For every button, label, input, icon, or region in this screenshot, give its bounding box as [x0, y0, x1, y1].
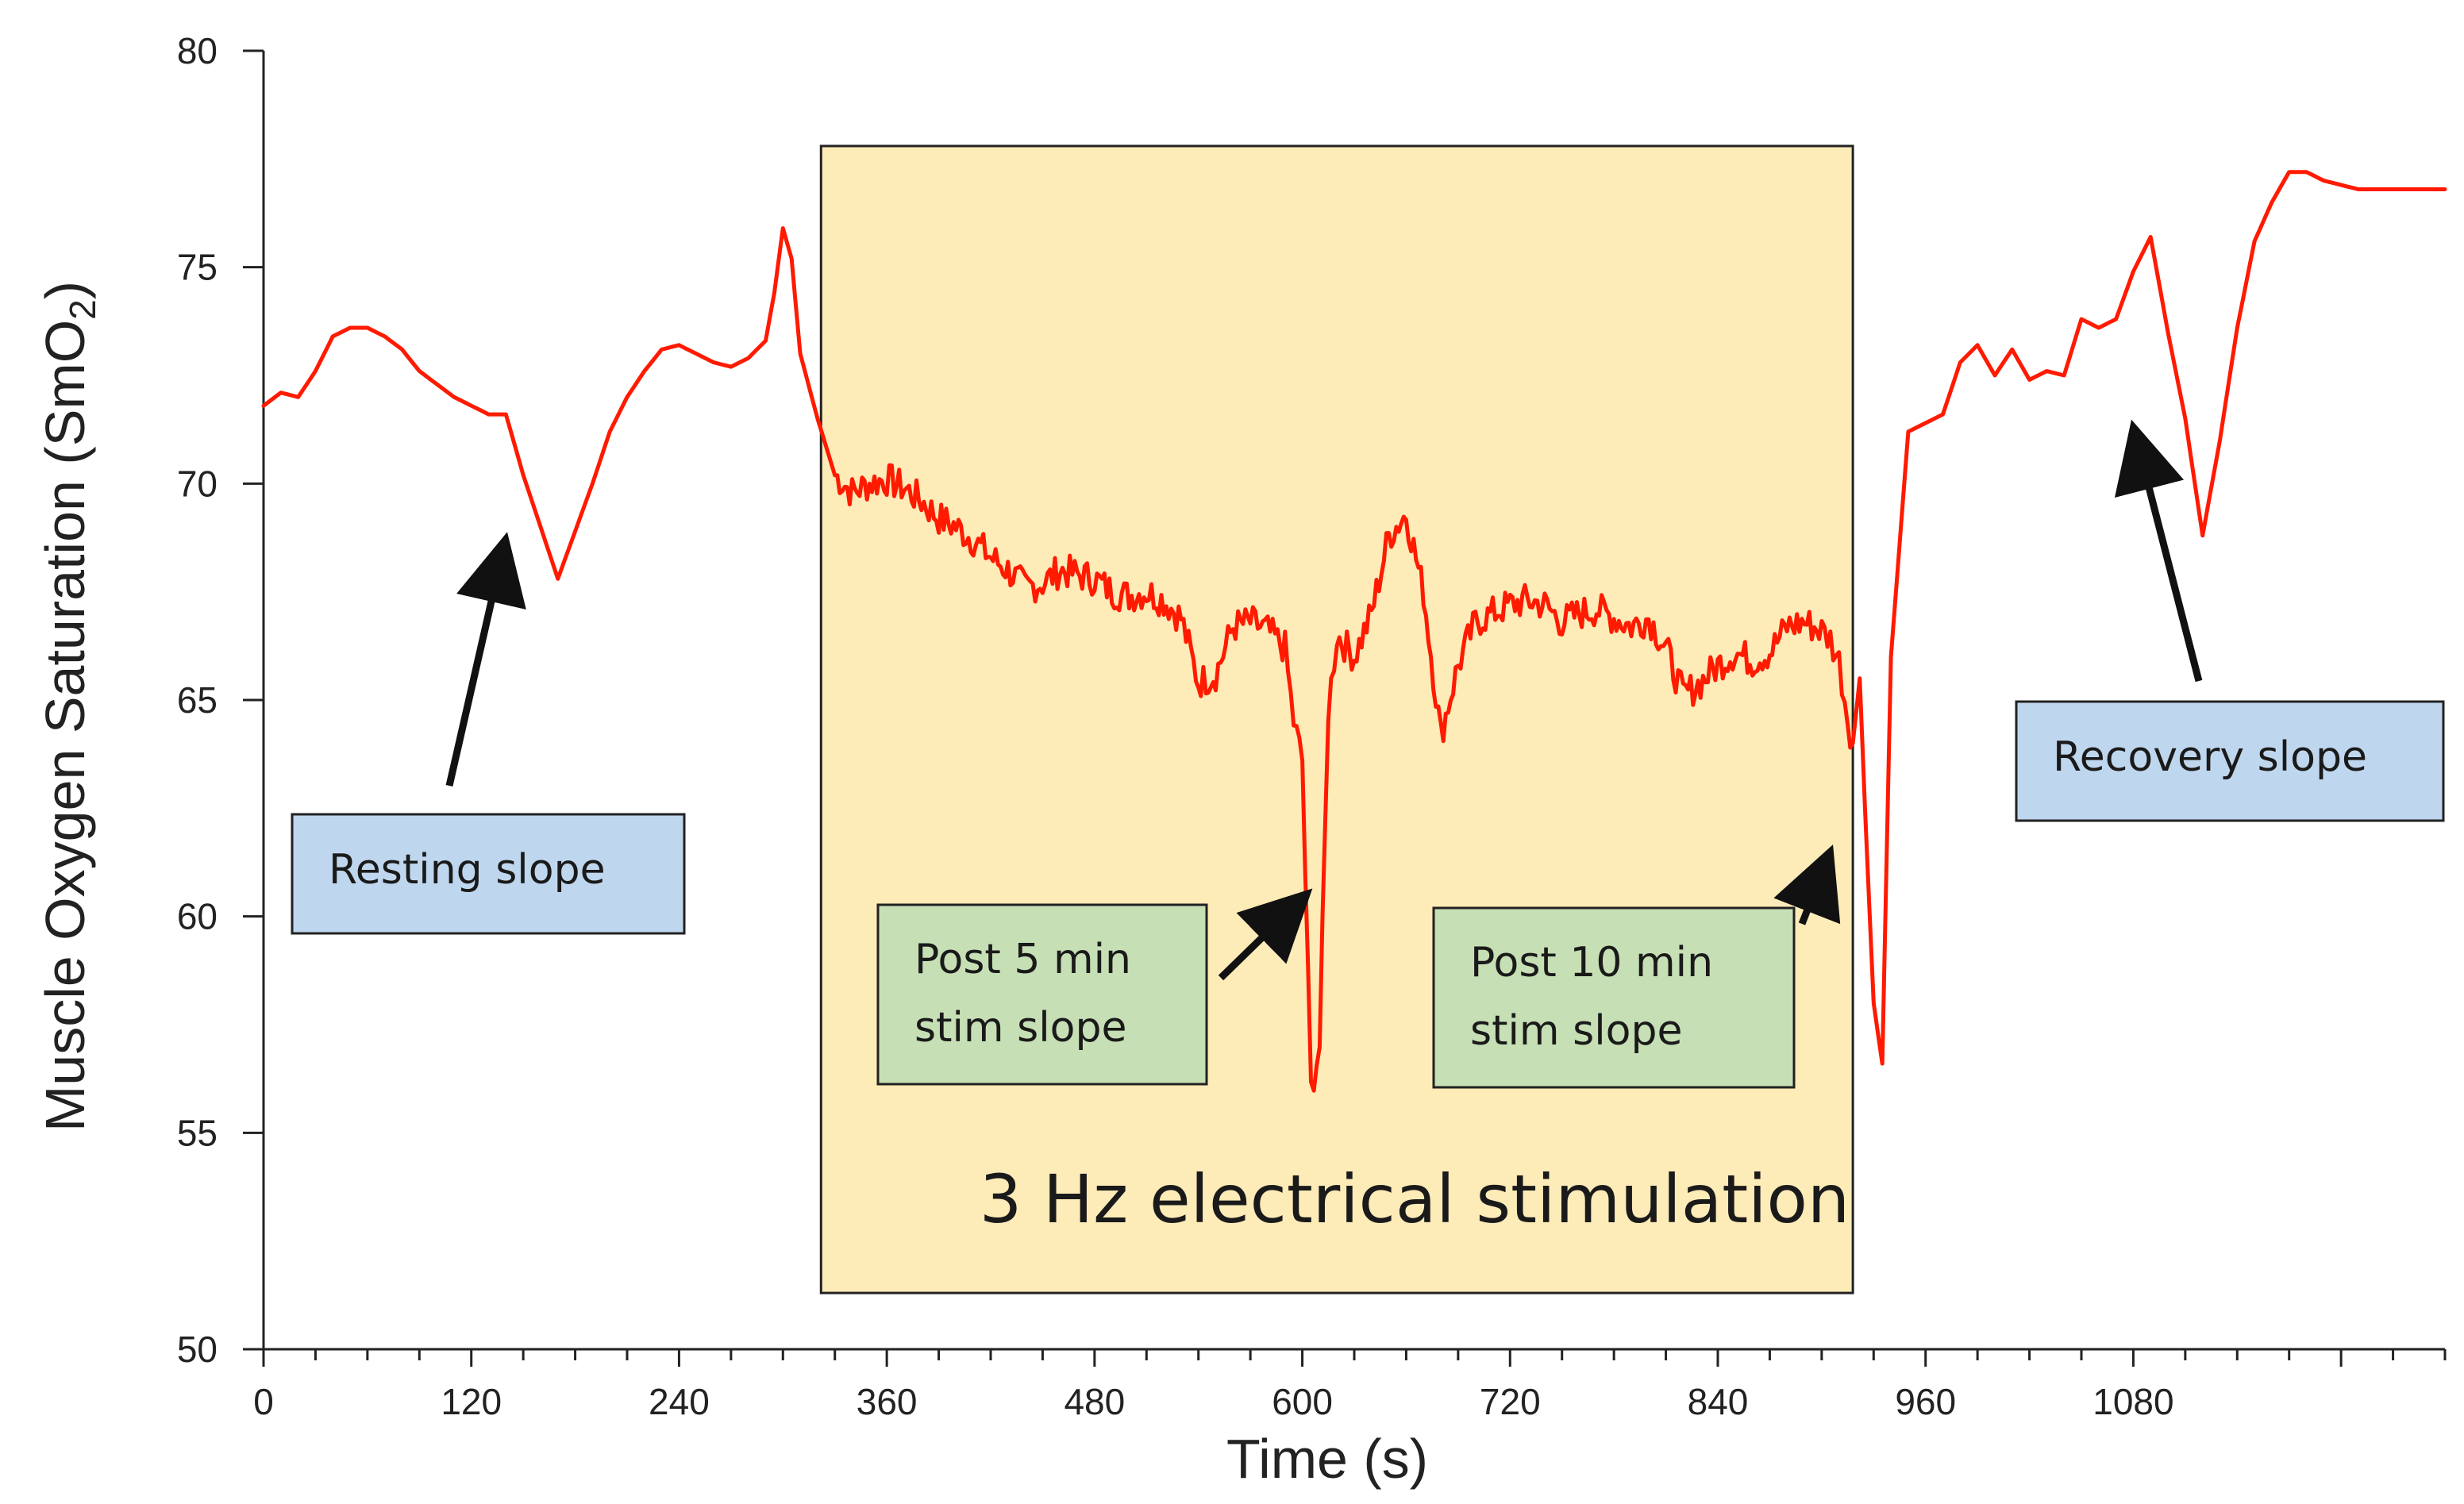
annotation-recovery-text: Recovery slope — [2053, 733, 2367, 781]
stimulation-label: 3 Hz electrical stimulation — [980, 1160, 1850, 1238]
x-tick-label: 120 — [441, 1381, 502, 1422]
x-tick-label: 600 — [1272, 1381, 1333, 1422]
y-tick-label: 55 — [177, 1112, 218, 1153]
x-tick-label: 360 — [857, 1381, 918, 1422]
y-tick-label: 80 — [177, 30, 218, 71]
annotation-post10-arrow — [1773, 844, 1841, 925]
y-tick-label: 65 — [177, 679, 218, 721]
y-tick-label: 50 — [177, 1329, 218, 1370]
annotation-post5-box — [876, 903, 1208, 1086]
x-tick-label: 840 — [1688, 1381, 1749, 1422]
annotation-resting-arrow — [445, 532, 526, 787]
x-tick-label: 960 — [1895, 1381, 1956, 1422]
x-axis-label: Time (s) — [1226, 1428, 1428, 1490]
annotation-post10-box — [1432, 906, 1796, 1089]
x-tick-label: 480 — [1064, 1381, 1125, 1422]
y-tick-label: 75 — [177, 247, 218, 288]
annotation-resting-text: Resting slope — [329, 846, 606, 894]
x-tick-label: 720 — [1480, 1381, 1541, 1422]
y-axis-label-main: Muscle Oxygen Saturation (SmO — [34, 320, 96, 1132]
stimulation-region — [819, 144, 1854, 1294]
annotation-post10-text-line2: stim slope — [1470, 1007, 1682, 1055]
annotation-recovery-arrow — [2114, 419, 2203, 683]
annotation-recovery: Recovery slope — [2015, 419, 2445, 822]
annotation-post5: Post 5 min stim slope — [876, 888, 1313, 1086]
annotation-post5-arrow — [1218, 888, 1313, 981]
annotation-post10: Post 10 min stim slope — [1432, 844, 1841, 1089]
y-axis-label-close: ) — [34, 281, 96, 299]
annotation-post5-text-line1: Post 5 min — [914, 936, 1131, 983]
y-axis-ticks: 50 55 60 65 70 75 80 — [177, 30, 264, 1370]
x-tick-label: 1080 — [2092, 1381, 2173, 1422]
annotation-post5-text-line2: stim slope — [914, 1004, 1126, 1052]
x-axis-ticks: 0 120 240 360 480 600 720 840 960 1080 — [253, 1349, 2447, 1422]
x-tick-label: 240 — [649, 1381, 710, 1422]
annotation-resting-box — [291, 813, 686, 935]
annotation-post10-text-line1: Post 10 min — [1470, 939, 1713, 987]
annotation-recovery-box — [2015, 700, 2445, 822]
annotation-resting: Resting slope — [291, 532, 686, 935]
smo2-series-line — [261, 170, 2447, 1093]
y-tick-label: 70 — [177, 463, 218, 504]
y-axis-label: Muscle Oxygen Saturation (SmO2) — [34, 281, 103, 1132]
y-axis-label-subscript: 2 — [62, 299, 103, 320]
y-tick-label: 60 — [177, 896, 218, 937]
x-tick-label: 0 — [253, 1381, 274, 1422]
